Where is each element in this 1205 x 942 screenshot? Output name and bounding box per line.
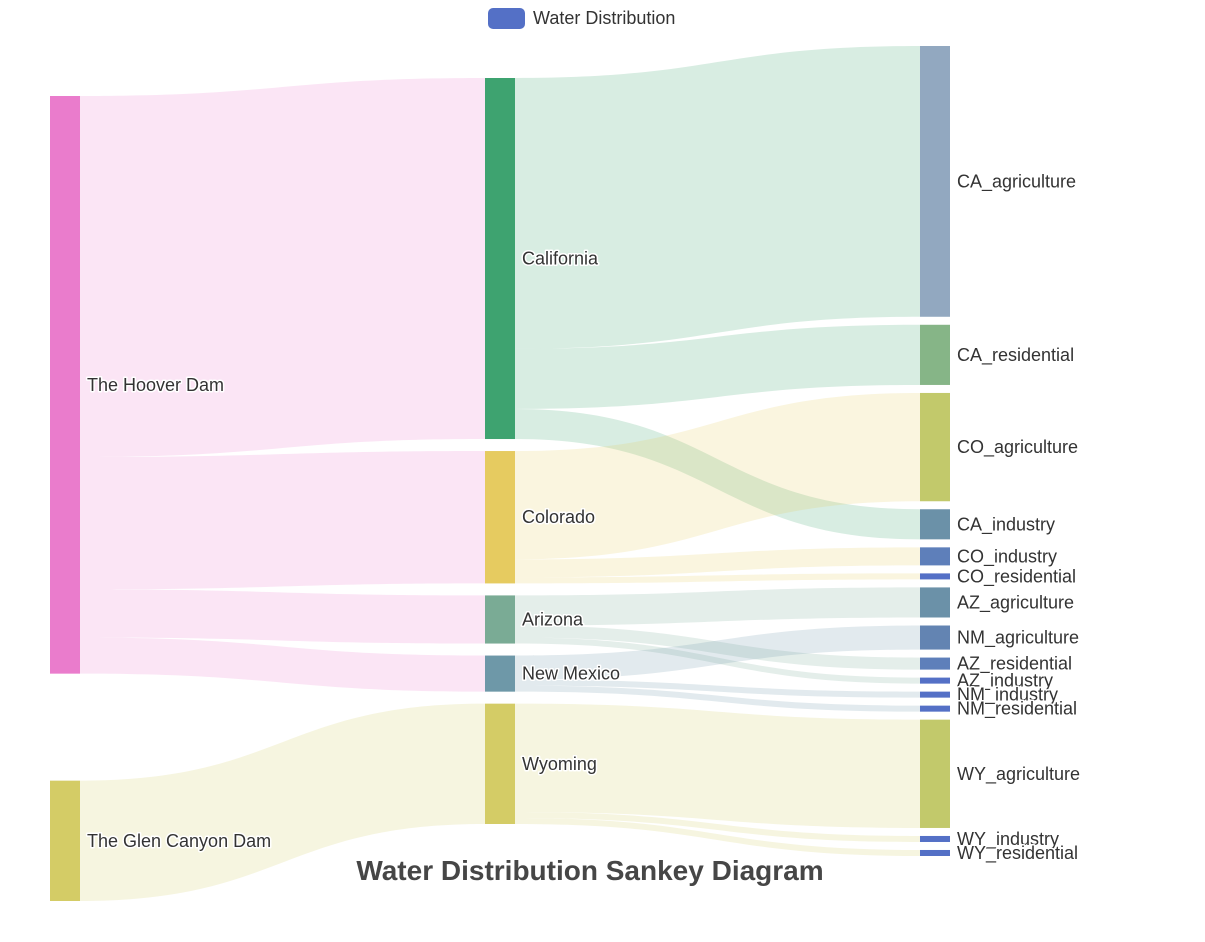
link-wyoming-to-wy-residential[interactable] <box>515 817 920 856</box>
legend[interactable]: Water Distribution <box>488 7 675 29</box>
node-label-wy-agriculture: WY_agriculture <box>957 764 1080 785</box>
node-california[interactable] <box>485 78 515 440</box>
node-label-wyoming: Wyoming <box>522 754 597 774</box>
node-nm-agriculture[interactable] <box>920 625 950 650</box>
legend-label[interactable]: Water Distribution <box>533 7 676 28</box>
node-the-glen-canyon-dam[interactable] <box>50 780 80 901</box>
link-california-to-ca-residential[interactable] <box>515 324 920 409</box>
link-wyoming-to-wy-agriculture[interactable] <box>515 703 920 828</box>
node-label-california: California <box>522 249 599 269</box>
node-az-agriculture[interactable] <box>920 587 950 618</box>
node-label-az-industry: AZ_industry <box>957 671 1053 692</box>
node-new-mexico[interactable] <box>485 655 515 692</box>
node-label-az-agriculture: AZ_agriculture <box>957 592 1074 613</box>
link-wyoming-to-wy-industry[interactable] <box>515 811 920 842</box>
link-colorado-to-co-residential[interactable] <box>515 573 920 584</box>
node-label-nm-industry: NM_industry <box>957 685 1058 706</box>
node-label-az-residential: AZ_residential <box>957 654 1072 675</box>
link-arizona-to-az-residential[interactable] <box>515 625 920 670</box>
node-label-the-glen-canyon-dam: The Glen Canyon Dam <box>87 831 271 851</box>
node-ca-residential[interactable] <box>920 324 950 385</box>
node-wy-industry[interactable] <box>920 835 950 842</box>
node-co-residential[interactable] <box>920 573 950 580</box>
link-arizona-to-az-agriculture[interactable] <box>515 587 920 626</box>
sankey-nodes <box>50 46 950 901</box>
chart-title: Water Distribution Sankey Diagram <box>356 855 824 886</box>
node-label-wy-industry: WY_industry <box>957 829 1059 850</box>
node-label-ca-residential: CA_residential <box>957 345 1074 366</box>
node-arizona[interactable] <box>485 595 515 644</box>
node-label-co-industry: CO_industry <box>957 546 1057 567</box>
node-co-agriculture[interactable] <box>920 392 950 502</box>
link-new-mexico-to-nm-residential[interactable] <box>515 685 920 712</box>
node-wyoming[interactable] <box>485 703 515 824</box>
link-the-glen-canyon-dam-to-wyoming[interactable] <box>80 703 485 901</box>
link-arizona-to-az-industry[interactable] <box>515 637 920 684</box>
link-colorado-to-co-agriculture[interactable] <box>515 392 920 560</box>
node-label-new-mexico: New Mexico <box>522 664 620 684</box>
node-ca-industry[interactable] <box>920 509 950 540</box>
node-co-industry[interactable] <box>920 547 950 566</box>
node-nm-residential[interactable] <box>920 705 950 712</box>
link-california-to-ca-agriculture[interactable] <box>515 46 920 349</box>
link-the-hoover-dam-to-arizona[interactable] <box>80 589 485 644</box>
node-label-nm-agriculture: NM_agriculture <box>957 628 1079 649</box>
node-label-wy-residential: WY_residential <box>957 843 1078 864</box>
link-the-hoover-dam-to-colorado[interactable] <box>80 451 485 590</box>
node-label-the-hoover-dam: The Hoover Dam <box>87 375 224 395</box>
sankey-labels: The Hoover Dam The Glen Canyon Dam Califor… <box>86 170 1082 866</box>
link-california-to-ca-industry[interactable] <box>515 408 920 540</box>
node-label-arizona: Arizona <box>522 609 584 629</box>
link-new-mexico-to-nm-agriculture[interactable] <box>515 625 920 680</box>
node-label-ca-industry: CA_industry <box>957 514 1055 535</box>
node-az-industry[interactable] <box>920 677 950 684</box>
link-the-hoover-dam-to-new-mexico[interactable] <box>80 637 485 692</box>
node-label-colorado: Colorado <box>522 507 595 527</box>
node-label-nm-residential: NM_residential <box>957 699 1077 720</box>
link-the-hoover-dam-to-california[interactable] <box>80 78 485 458</box>
node-az-residential[interactable] <box>920 657 950 670</box>
node-colorado[interactable] <box>485 451 515 584</box>
node-label-ca-agriculture: CA_agriculture <box>957 171 1076 192</box>
node-wy-residential[interactable] <box>920 849 950 856</box>
link-colorado-to-co-industry[interactable] <box>515 547 920 578</box>
sankey-links <box>80 46 920 901</box>
link-new-mexico-to-nm-industry[interactable] <box>515 679 920 698</box>
node-wy-agriculture[interactable] <box>920 719 950 828</box>
node-nm-industry[interactable] <box>920 691 950 698</box>
node-the-hoover-dam[interactable] <box>50 96 80 674</box>
node-label-co-agriculture: CO_agriculture <box>957 437 1078 458</box>
node-label-co-residential: CO_residential <box>957 566 1076 587</box>
node-ca-agriculture[interactable] <box>920 46 950 317</box>
legend-swatch[interactable] <box>488 7 525 29</box>
